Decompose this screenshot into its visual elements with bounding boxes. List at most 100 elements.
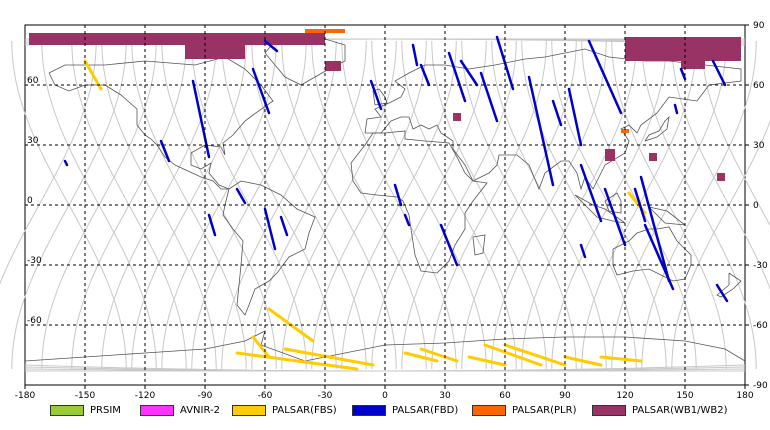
legend-item: PALSAR(WB1/WB2) [592, 403, 728, 417]
legend-label: PALSAR(FBD) [392, 404, 459, 416]
lon-tick-label: 90 [559, 391, 571, 401]
fbs-coverage-strip [251, 335, 271, 359]
land-shape [604, 192, 622, 214]
fbd-coverage-strip [459, 59, 479, 87]
legend-item: PALSAR(PLR) [472, 403, 576, 417]
lat-tick-label-left: -60 [27, 316, 42, 326]
fbd-coverage-strip [279, 215, 289, 237]
legend-swatch [232, 404, 266, 416]
fbd-coverage-strip [715, 283, 729, 303]
land-shape [716, 272, 742, 298]
legend-item: PALSAR(FBD) [352, 403, 458, 417]
fbd-coverage-strip [263, 207, 277, 251]
fbd-coverage-strip [639, 175, 671, 283]
fbd-coverage-strip [207, 213, 217, 237]
wb-coverage-region [453, 113, 461, 121]
lon-tick-label: 180 [736, 391, 753, 401]
lon-tick-label: -60 [258, 391, 273, 401]
wb-coverage-region [325, 61, 341, 71]
fbs-coverage-strip [235, 351, 359, 371]
fbd-coverage-strip [419, 63, 431, 87]
lon-tick-label: 150 [676, 391, 693, 401]
land-shape [222, 180, 316, 316]
axis-ticks: -180 -150 -120 -90 -60 -30 0 30 60 90 120 150 180 90 6… [15, 21, 768, 401]
legend-label: PALSAR(WB1/WB2) [632, 404, 728, 416]
orbit-track [701, 41, 770, 227]
land-shape [264, 38, 346, 86]
fbd-coverage-strip [527, 75, 555, 187]
lon-tick-label: 60 [499, 391, 511, 401]
legend-item: PRSIM [50, 403, 121, 417]
fbd-coverage-strip [411, 43, 419, 67]
lat-tick-label-right: -90 [753, 381, 768, 391]
lon-tick-label: -30 [318, 391, 333, 401]
fbd-coverage-strip [551, 99, 563, 127]
fbd-coverage-strip [711, 59, 727, 87]
fbd-coverage-strip [63, 159, 69, 167]
fbs-coverage-strip [403, 351, 439, 363]
fbd-coverage-strip [587, 39, 623, 115]
legend: PRSIM AVNIR-2 PALSAR(FBS) PALSAR(FBD) PALSAR… [0, 400, 770, 424]
fbs-coverage-strip [599, 355, 643, 363]
wb-coverage-region [649, 153, 657, 161]
lon-tick-label: 0 [382, 391, 388, 401]
fbd-coverage-strip [673, 103, 679, 115]
legend-label: AVNIR-2 [180, 404, 220, 416]
fbd-coverage-strip [679, 67, 687, 81]
fbd-coverage-strip [579, 243, 587, 259]
lon-tick-label: -90 [198, 391, 213, 401]
fbs-coverage [83, 59, 647, 371]
wb-coverage-region [605, 149, 615, 161]
legend-item: PALSAR(FBS) [232, 403, 337, 417]
lat-tick-label-right: -30 [753, 261, 768, 271]
lon-tick-label: -180 [15, 391, 36, 401]
land-shape [644, 115, 670, 142]
fbd-coverage-strip [403, 213, 411, 227]
land-shape [48, 56, 274, 190]
fbd-coverage-strip [447, 51, 467, 103]
wb-coverage-region [681, 49, 705, 69]
lat-lon-grid [25, 25, 745, 385]
fbd-coverage-strip [251, 67, 271, 115]
fbs-coverage-strip [467, 355, 507, 367]
wb-coverage-region [29, 33, 325, 45]
lon-tick-label: 120 [616, 391, 633, 401]
fbd-coverage-strip [479, 71, 499, 123]
fbd-coverage-strip [579, 163, 603, 223]
lat-tick-label-right: 0 [753, 201, 759, 211]
land-shape [364, 48, 742, 191]
fbs-coverage-strip [503, 343, 567, 367]
legend-item: AVNIR-2 [140, 403, 220, 417]
fbd-coverage-strip [603, 187, 627, 247]
fbd-coverage-strip [159, 139, 171, 163]
lat-tick-label-left: 60 [27, 76, 39, 86]
legend-swatch [50, 404, 84, 416]
fbs-coverage-strip [483, 343, 543, 367]
legend-swatch [352, 404, 386, 416]
lat-tick-label-right: 30 [753, 141, 765, 151]
fbd-coverage-strip [369, 79, 383, 111]
fbs-coverage-strip [563, 355, 603, 367]
lat-tick-label-right: -60 [753, 321, 768, 331]
plr-coverage-region [621, 129, 629, 133]
lon-tick-label: -120 [135, 391, 156, 401]
fbd-coverage [63, 35, 729, 303]
land-shape [472, 234, 486, 256]
legend-label: PRSIM [90, 404, 121, 416]
fbd-coverage-strip [191, 79, 211, 159]
lon-tick-label: -150 [75, 391, 96, 401]
wb-coverage [29, 33, 741, 181]
lat-tick-label-left: -30 [27, 256, 42, 266]
fbd-coverage-strip [263, 39, 279, 53]
land-shape [24, 330, 746, 362]
fbd-coverage-strip [393, 183, 403, 207]
wb-coverage-region [717, 173, 725, 181]
lat-tick-label-left: 30 [27, 136, 39, 146]
legend-label: PALSAR(PLR) [512, 404, 577, 416]
fbd-coverage-strip [567, 87, 583, 147]
lon-tick-label: 30 [439, 391, 451, 401]
fbd-coverage-strip [439, 223, 459, 267]
fbs-coverage-strip [83, 59, 103, 91]
fbs-coverage-strip [283, 347, 375, 367]
